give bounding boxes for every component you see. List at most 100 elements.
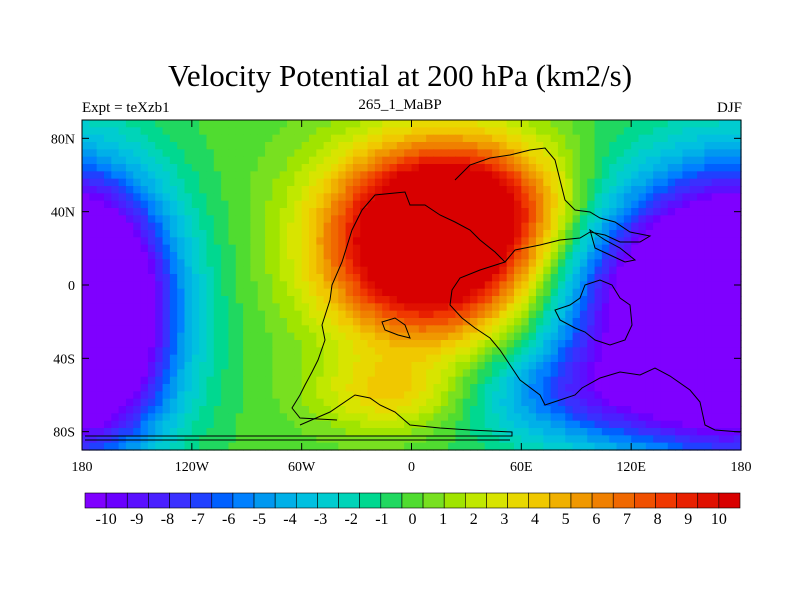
field-cell (733, 369, 742, 378)
field-cell (565, 391, 574, 400)
field-cell (697, 303, 705, 312)
field-cell (477, 178, 486, 187)
field-cell (623, 340, 632, 348)
field-cell (257, 164, 266, 172)
field-cell (653, 420, 662, 429)
field-cell (213, 200, 222, 209)
field-cell (550, 296, 559, 304)
field-cell (477, 296, 486, 304)
field-cell (426, 149, 435, 158)
field-cell (521, 244, 530, 253)
field-cell (609, 391, 618, 400)
field-cell (448, 384, 457, 392)
field-cell (733, 244, 742, 253)
field-cell (653, 215, 662, 224)
field-cell (711, 318, 720, 326)
field-cell (308, 420, 317, 429)
field-cell (118, 171, 127, 180)
field-cell (133, 200, 142, 209)
field-cell (287, 142, 295, 150)
field-cell (96, 288, 105, 297)
field-cell (191, 303, 200, 312)
field-cell (111, 435, 120, 444)
field-cell (323, 354, 332, 363)
field-cell (404, 435, 413, 444)
field-cell (448, 281, 457, 290)
field-cell (697, 442, 705, 451)
field-cell (733, 325, 742, 334)
field-cell (514, 398, 522, 407)
field-cell (543, 252, 552, 260)
field-cell (382, 384, 391, 392)
field-cell (301, 156, 310, 165)
field-cell (711, 384, 720, 392)
field-cell (572, 340, 581, 348)
field-cell (382, 310, 391, 319)
field-cell (711, 164, 720, 172)
field-cell (631, 398, 640, 407)
field-cell (477, 142, 486, 150)
field-cell (638, 259, 647, 268)
field-cell (140, 413, 149, 422)
field-cell (448, 259, 457, 268)
field-cell (470, 362, 478, 370)
field-cell (733, 376, 742, 385)
field-cell (689, 156, 698, 165)
field-cell (301, 222, 310, 231)
field-cell (111, 332, 120, 341)
field-cell (140, 259, 149, 268)
field-cell (213, 332, 222, 341)
field-cell (308, 274, 317, 282)
field-cell (243, 435, 252, 444)
field-cell (389, 259, 398, 268)
field-cell (623, 193, 632, 202)
field-cell (155, 310, 164, 319)
field-cell (213, 354, 222, 363)
field-cell (162, 274, 171, 282)
field-cell (103, 303, 112, 312)
field-cell (704, 149, 713, 158)
field-cell (257, 237, 266, 246)
field-cell (470, 288, 478, 297)
field-cell (323, 325, 332, 334)
field-cell (133, 134, 142, 143)
field-cell (528, 281, 537, 290)
field-cell (719, 244, 727, 253)
field-cell (338, 435, 347, 444)
field-cell (638, 332, 647, 341)
field-cell (638, 428, 647, 436)
field-cell (125, 274, 134, 282)
field-cell (528, 164, 537, 172)
field-cell (199, 318, 208, 326)
colorbar-label: 2 (470, 511, 478, 528)
field-cell (426, 384, 435, 392)
field-cell (367, 200, 376, 209)
field-cell (118, 149, 127, 158)
field-cell (243, 347, 252, 356)
field-cell (733, 193, 742, 202)
field-cell (169, 120, 178, 128)
field-cell (543, 354, 552, 363)
field-cell (535, 435, 544, 444)
field-cell (477, 120, 486, 128)
field-cell (711, 376, 720, 385)
field-cell (587, 318, 596, 326)
field-cell (308, 200, 317, 209)
field-cell (316, 406, 325, 414)
field-cell (506, 208, 515, 216)
field-cell (389, 413, 398, 422)
field-cell (382, 215, 391, 224)
field-cell (330, 303, 339, 312)
field-cell (345, 259, 354, 268)
field-cell (133, 376, 142, 385)
field-cell (535, 171, 544, 180)
field-cell (316, 134, 325, 143)
field-cell (89, 222, 98, 231)
field-cell (426, 164, 435, 172)
field-cell (426, 420, 435, 429)
field-cell (514, 332, 522, 341)
field-cell (367, 237, 376, 246)
field-cell (535, 310, 544, 319)
field-cell (440, 237, 449, 246)
field-cell (294, 200, 303, 209)
